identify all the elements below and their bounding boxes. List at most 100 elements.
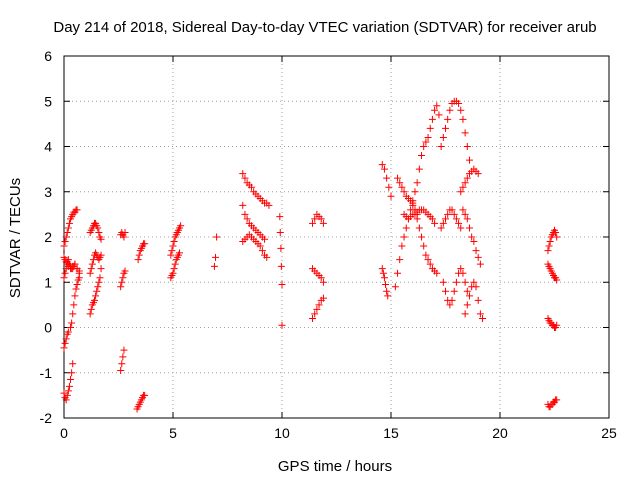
data-point xyxy=(92,292,100,300)
series-sat-aa xyxy=(391,199,423,291)
y-tick-labels: -2 -1 0 1 2 3 4 5 6 xyxy=(40,48,53,426)
series-sat-a xyxy=(60,206,81,250)
data-point xyxy=(120,346,128,354)
data-point xyxy=(91,296,99,304)
data-point xyxy=(170,238,178,246)
data-point xyxy=(378,161,386,169)
data-point xyxy=(457,106,465,114)
series-sat-u xyxy=(309,210,327,227)
data-point xyxy=(379,269,387,277)
series-sat-ai xyxy=(459,206,484,268)
data-point xyxy=(470,278,478,286)
data-point xyxy=(439,133,447,141)
series-sat-m xyxy=(133,391,149,413)
data-point xyxy=(452,215,460,223)
data-point xyxy=(442,287,449,295)
data-point xyxy=(263,253,271,261)
series-sat-q xyxy=(239,170,273,209)
data-point xyxy=(552,228,560,236)
x-tick-labels: 0 5 10 15 20 25 xyxy=(60,425,617,441)
data-point xyxy=(442,215,449,223)
data-point xyxy=(118,278,126,286)
data-point xyxy=(75,267,83,275)
data-point xyxy=(465,224,473,232)
data-point xyxy=(553,276,561,284)
data-point xyxy=(422,251,430,259)
data-point xyxy=(553,233,561,241)
data-point xyxy=(383,174,391,182)
data-point xyxy=(60,242,68,250)
data-point xyxy=(141,391,149,399)
data-point xyxy=(439,278,447,286)
data-point xyxy=(384,292,392,300)
data-point xyxy=(420,143,428,150)
data-point xyxy=(277,262,285,270)
data-point xyxy=(459,269,467,277)
data-point xyxy=(68,319,76,327)
data-point xyxy=(437,224,445,232)
data-point xyxy=(402,224,410,232)
data-point xyxy=(134,256,142,264)
data-point xyxy=(258,247,266,255)
data-point xyxy=(398,183,406,191)
data-point xyxy=(311,310,319,318)
data-point xyxy=(121,267,129,275)
data-point xyxy=(470,238,478,246)
data-point xyxy=(448,206,456,214)
data-point xyxy=(553,396,561,404)
data-point xyxy=(468,233,476,241)
data-point xyxy=(61,269,69,277)
data-point xyxy=(93,287,101,295)
data-point xyxy=(424,133,432,141)
data-point xyxy=(459,206,467,214)
data-point xyxy=(319,219,327,227)
y-tick-label: 5 xyxy=(44,93,52,109)
data-point xyxy=(65,219,73,227)
data-point xyxy=(73,281,81,289)
data-point xyxy=(476,260,484,268)
data-point xyxy=(94,224,102,232)
series-sat-l xyxy=(134,240,149,264)
y-tick-label: -1 xyxy=(40,365,53,381)
series-sat-j xyxy=(117,267,129,291)
data-point xyxy=(61,339,69,347)
data-point xyxy=(96,274,104,282)
data-point xyxy=(261,235,269,243)
series-sat-y xyxy=(378,265,392,300)
data-point xyxy=(69,360,77,368)
series-sat-o xyxy=(167,249,184,282)
data-point xyxy=(95,228,103,236)
series-sat-x xyxy=(378,161,395,200)
data-point xyxy=(311,215,319,223)
data-point xyxy=(463,174,471,182)
series-sat-ak xyxy=(544,226,561,255)
series-sat-ac xyxy=(409,102,443,205)
data-point xyxy=(461,129,469,137)
x-tick-label: 25 xyxy=(601,425,617,441)
data-point xyxy=(243,215,251,223)
data-point xyxy=(212,253,220,261)
data-point xyxy=(141,240,149,248)
data-point xyxy=(70,301,78,309)
series-sat-v xyxy=(309,265,327,286)
data-point xyxy=(431,106,439,114)
data-point xyxy=(119,353,127,361)
data-point xyxy=(317,274,325,282)
data-point xyxy=(63,228,71,236)
series-sat-g xyxy=(86,249,105,277)
data-point xyxy=(176,249,184,257)
data-point xyxy=(413,179,421,187)
data-point xyxy=(169,269,177,277)
data-point xyxy=(461,210,469,218)
data-point xyxy=(424,256,432,264)
x-tick-label: 10 xyxy=(274,425,290,441)
data-point xyxy=(459,183,467,191)
y-tick-label: -2 xyxy=(40,410,53,426)
data-point xyxy=(117,366,125,374)
y-tick-label: 1 xyxy=(44,274,52,290)
data-point xyxy=(426,124,434,132)
series-sat-r xyxy=(239,201,269,243)
data-point xyxy=(387,192,395,200)
data-point xyxy=(446,301,454,309)
data-point xyxy=(213,233,221,241)
